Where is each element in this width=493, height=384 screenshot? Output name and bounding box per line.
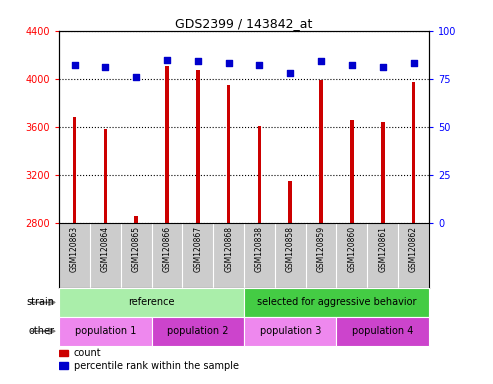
Bar: [336, 317, 429, 346]
Point: [348, 62, 356, 68]
Text: percentile rank within the sample: percentile rank within the sample: [74, 361, 239, 371]
Text: population 2: population 2: [167, 326, 229, 336]
Point: [286, 70, 294, 76]
Text: GSM120858: GSM120858: [286, 226, 295, 272]
Bar: [288, 181, 292, 223]
Text: GSM120865: GSM120865: [132, 226, 141, 272]
Text: population 1: population 1: [75, 326, 136, 336]
Point: [70, 62, 78, 68]
Bar: [165, 66, 169, 223]
Text: GSM120864: GSM120864: [101, 226, 110, 272]
Bar: [381, 122, 385, 223]
Bar: [244, 288, 429, 317]
Text: GSM120867: GSM120867: [193, 226, 202, 272]
Bar: [412, 82, 415, 223]
Bar: [59, 362, 69, 369]
Bar: [319, 80, 323, 223]
Bar: [196, 70, 200, 223]
Text: reference: reference: [128, 297, 175, 308]
Text: population 4: population 4: [352, 326, 413, 336]
Text: strain: strain: [26, 297, 54, 308]
Bar: [59, 350, 69, 356]
Point: [225, 60, 233, 66]
Point: [379, 64, 387, 70]
Point: [317, 58, 325, 65]
Bar: [104, 129, 107, 223]
Bar: [73, 117, 76, 223]
Point: [194, 58, 202, 65]
Text: population 3: population 3: [260, 326, 321, 336]
Bar: [152, 317, 244, 346]
Text: other: other: [28, 326, 54, 336]
Bar: [244, 317, 336, 346]
Bar: [227, 85, 230, 223]
Text: GSM120868: GSM120868: [224, 226, 233, 272]
Text: GSM120862: GSM120862: [409, 226, 418, 272]
Bar: [59, 317, 152, 346]
Point: [102, 64, 109, 70]
Point: [132, 74, 140, 80]
Point: [163, 56, 171, 63]
Point: [410, 60, 418, 66]
Text: GSM120860: GSM120860: [348, 226, 356, 272]
Text: GSM120838: GSM120838: [255, 226, 264, 272]
Text: GSM120866: GSM120866: [163, 226, 172, 272]
Text: GSM120859: GSM120859: [317, 226, 325, 272]
Bar: [257, 126, 261, 223]
Bar: [350, 119, 353, 223]
Text: GSM120861: GSM120861: [378, 226, 387, 272]
Point: [255, 62, 263, 68]
Text: GSM120863: GSM120863: [70, 226, 79, 272]
Title: GDS2399 / 143842_at: GDS2399 / 143842_at: [176, 17, 313, 30]
Bar: [59, 288, 244, 317]
Bar: [134, 215, 138, 223]
Text: selected for aggressive behavior: selected for aggressive behavior: [257, 297, 416, 308]
Text: count: count: [74, 348, 102, 358]
